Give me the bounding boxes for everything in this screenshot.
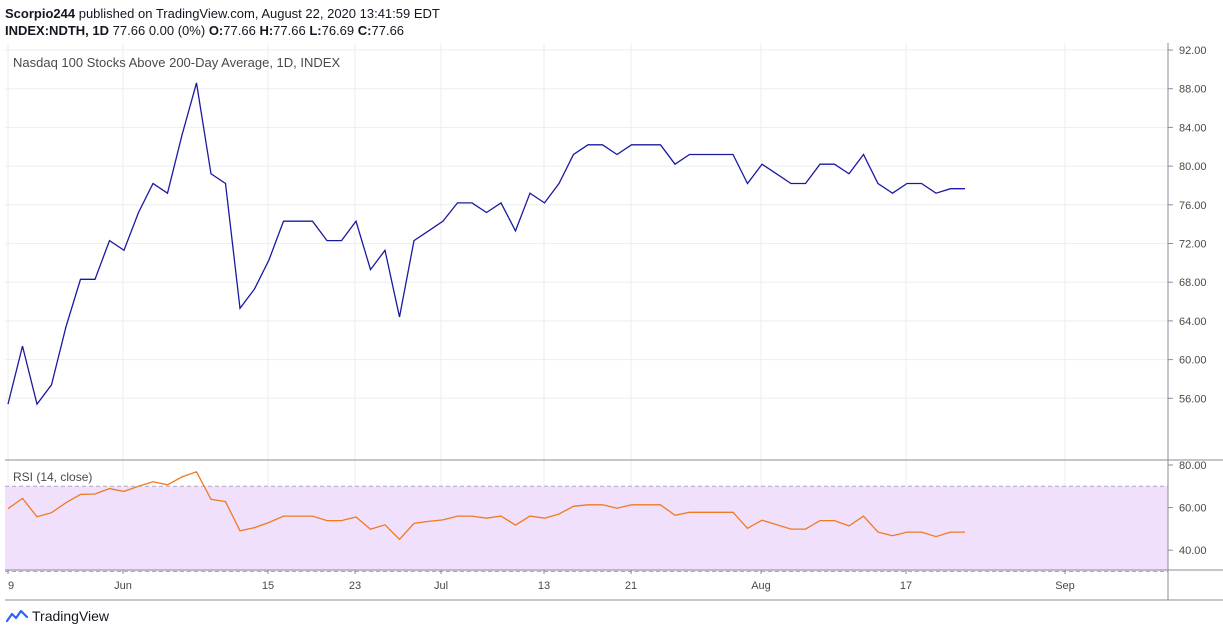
price-tick-label: 92.00 bbox=[1179, 45, 1207, 57]
time-tick-label: Jul bbox=[434, 580, 448, 592]
price-tick-label: 56.00 bbox=[1179, 393, 1207, 405]
open-value: 77.66 bbox=[223, 23, 256, 38]
time-axis[interactable]: 9 Jun 15 23 Jul 13 21 Aug 17 Sep bbox=[7, 570, 1075, 592]
price-tick-label: 64.00 bbox=[1179, 316, 1207, 328]
low-value: 76.69 bbox=[321, 23, 355, 38]
tradingview-brand[interactable]: TradingView bbox=[6, 608, 109, 624]
open-label: O: bbox=[208, 23, 224, 38]
time-tick-label: 17 bbox=[900, 580, 912, 592]
price-series-line[interactable] bbox=[7, 82, 965, 406]
high-label: H: bbox=[259, 23, 274, 38]
time-tick-label: Jun bbox=[114, 580, 132, 592]
author-name[interactable]: Scorpio244 bbox=[5, 6, 76, 21]
rsi-axis[interactable]: 40.00 60.00 80.00 bbox=[1168, 460, 1207, 557]
ohlc-legend: INDEX:NDTH, 1D 77.66 0.00 (0%) O:77.66 H… bbox=[5, 23, 404, 38]
time-tick-label: 23 bbox=[349, 580, 361, 592]
time-tick-label: Aug bbox=[751, 580, 771, 592]
tradingview-label: TradingView bbox=[32, 608, 110, 624]
chart-title: Nasdaq 100 Stocks Above 200-Day Average,… bbox=[13, 55, 340, 70]
symbol-label: INDEX:NDTH, 1D bbox=[5, 23, 110, 38]
grid-layer bbox=[5, 43, 1168, 570]
price-tick-label: 76.00 bbox=[1179, 200, 1207, 212]
price-tick-label: 72.00 bbox=[1179, 239, 1207, 251]
last-value: 77.66 bbox=[112, 23, 146, 38]
high-value: 77.66 bbox=[273, 23, 306, 38]
time-tick-label: 9 bbox=[8, 580, 14, 592]
price-tick-label: 80.00 bbox=[1179, 161, 1207, 173]
rsi-band bbox=[5, 486, 1168, 572]
rsi-tick-label: 60.00 bbox=[1179, 503, 1207, 515]
price-tick-label: 60.00 bbox=[1179, 355, 1207, 367]
time-tick-label: Sep bbox=[1055, 580, 1075, 592]
price-tick-label: 68.00 bbox=[1179, 277, 1207, 289]
published-text: published on TradingView.com, August 22,… bbox=[78, 6, 440, 21]
time-tick-label: 21 bbox=[625, 580, 637, 592]
low-label: L: bbox=[309, 23, 322, 38]
time-tick-label: 13 bbox=[538, 580, 550, 592]
price-tick-label: 84.00 bbox=[1179, 122, 1207, 134]
close-label: C: bbox=[357, 23, 372, 38]
publish-info: Scorpio244 published on TradingView.com,… bbox=[5, 6, 440, 21]
rsi-tick-label: 40.00 bbox=[1179, 545, 1207, 557]
price-axis[interactable]: 56.00 60.00 64.00 68.00 72.00 76.00 80.00 84.00… bbox=[1168, 45, 1207, 405]
rsi-series-line[interactable] bbox=[7, 471, 965, 541]
price-tick-label: 88.00 bbox=[1179, 84, 1207, 96]
rsi-title: RSI (14, close) bbox=[13, 470, 92, 484]
close-value: 77.66 bbox=[371, 23, 405, 38]
time-tick-label: 15 bbox=[262, 580, 274, 592]
tradingview-logo-icon bbox=[6, 609, 28, 623]
rsi-tick-label: 80.00 bbox=[1179, 460, 1207, 472]
change-value: 0.00 (0%) bbox=[148, 23, 206, 38]
